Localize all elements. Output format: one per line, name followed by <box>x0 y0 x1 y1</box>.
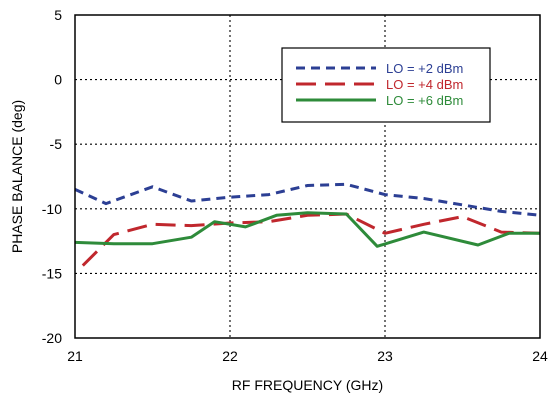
y-tick-label-0: 5 <box>54 7 62 23</box>
series-line-2 <box>81 212 541 267</box>
legend-box <box>281 47 491 123</box>
grid-lines <box>75 15 540 338</box>
legend-label-1: LO = +2 dBm <box>386 61 463 76</box>
y-tick-label-4: -15 <box>42 265 62 281</box>
tick-labels: 21 22 23 24 5 0 -5 -10 -15 -20 <box>42 7 548 364</box>
y-axis-title: PHASE BALANCE (deg) <box>9 100 25 253</box>
y-tick-label-5: -20 <box>42 330 62 346</box>
y-tick-label-1: 0 <box>54 72 62 88</box>
series-line-3 <box>74 211 540 248</box>
legend-label-3: LO = +6 dBm <box>386 93 463 108</box>
x-tick-label-3: 24 <box>532 348 548 364</box>
legend-label-2: LO = +4 dBm <box>386 77 463 92</box>
series-line-1 <box>74 182 541 217</box>
series-lines <box>74 182 541 267</box>
plot-frame <box>74 14 541 339</box>
x-tick-label-1: 22 <box>222 348 238 364</box>
x-axis-title: RF FREQUENCY (GHz) <box>232 377 383 393</box>
x-tick-label-0: 21 <box>67 348 83 364</box>
y-tick-label-2: -5 <box>50 136 63 152</box>
x-tick-label-2: 23 <box>377 348 393 364</box>
y-tick-label-3: -10 <box>42 201 62 217</box>
